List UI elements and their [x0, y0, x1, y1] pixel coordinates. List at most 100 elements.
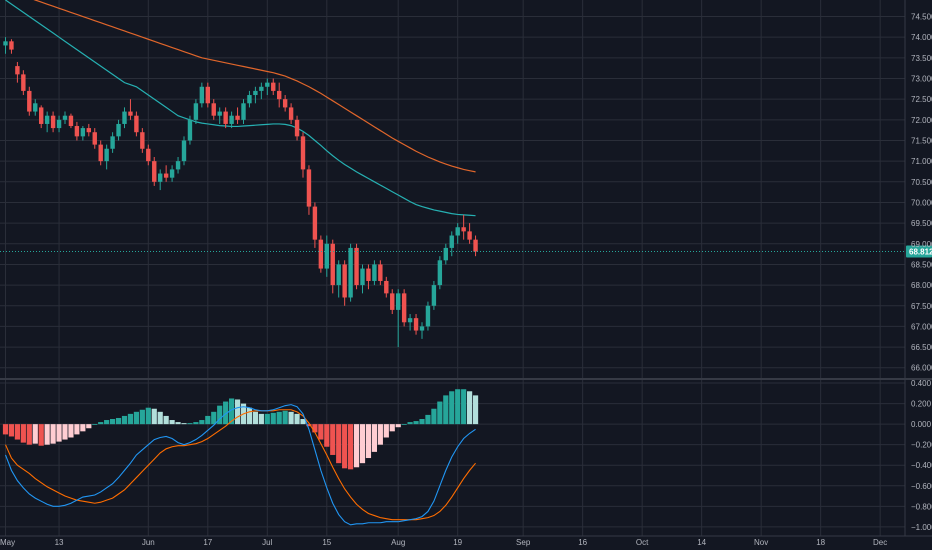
candle-body[interactable]: [181, 140, 187, 162]
candle[interactable]: [223, 107, 228, 129]
candle-body[interactable]: [152, 161, 157, 182]
macd-histogram-bar[interactable]: [371, 424, 377, 452]
macd-histogram-bar[interactable]: [115, 417, 122, 425]
candle-body[interactable]: [443, 247, 448, 261]
candle-body[interactable]: [288, 107, 294, 120]
macd-histogram-bar[interactable]: [264, 413, 270, 425]
candle[interactable]: [116, 119, 121, 141]
macd-histogram-bar[interactable]: [50, 424, 56, 444]
candle-body[interactable]: [187, 119, 193, 141]
candle-body[interactable]: [235, 115, 240, 120]
macd-histogram-bar[interactable]: [383, 424, 389, 438]
candle[interactable]: [384, 276, 389, 298]
macd-histogram-bar[interactable]: [330, 424, 336, 455]
macd-histogram-bar[interactable]: [270, 412, 276, 425]
candle[interactable]: [330, 239, 335, 294]
candle[interactable]: [443, 243, 448, 265]
macd-histogram-bar[interactable]: [365, 424, 372, 459]
candle[interactable]: [92, 128, 97, 149]
candle[interactable]: [348, 243, 353, 302]
candle[interactable]: [366, 264, 371, 290]
candle[interactable]: [401, 289, 407, 327]
macd-histogram-bar[interactable]: [413, 421, 419, 425]
macd-histogram-bar[interactable]: [407, 422, 413, 425]
candle[interactable]: [282, 95, 288, 112]
macd-histogram-bar[interactable]: [223, 401, 229, 425]
macd-histogram-bar[interactable]: [14, 424, 20, 440]
candle-body[interactable]: [384, 280, 389, 294]
macd-histogram-bar[interactable]: [68, 424, 74, 438]
macd-histogram-bar[interactable]: [56, 424, 62, 442]
candle[interactable]: [354, 243, 359, 290]
candle-body[interactable]: [211, 103, 216, 116]
price-candles[interactable]: [3, 37, 478, 348]
candle-body[interactable]: [378, 264, 383, 281]
macd-histogram-bar[interactable]: [377, 424, 383, 445]
candle[interactable]: [419, 322, 425, 339]
macd-histogram-bar[interactable]: [110, 419, 116, 425]
candle[interactable]: [9, 39, 14, 54]
macd-histogram-bar[interactable]: [336, 424, 342, 464]
candle-body[interactable]: [294, 119, 300, 137]
candle-body[interactable]: [390, 293, 395, 310]
candle-body[interactable]: [324, 243, 329, 269]
candle-body[interactable]: [348, 247, 353, 298]
macd-histogram-bar[interactable]: [181, 423, 187, 425]
candle-body[interactable]: [437, 260, 443, 286]
candle-body[interactable]: [163, 173, 169, 178]
macd-histogram-bar[interactable]: [62, 424, 68, 440]
candle-body[interactable]: [336, 264, 341, 286]
candle[interactable]: [175, 157, 181, 174]
candle[interactable]: [80, 126, 86, 141]
candle-body[interactable]: [92, 132, 97, 145]
macd-histogram-bar[interactable]: [342, 424, 348, 469]
macd-histogram-bar[interactable]: [234, 399, 241, 425]
candle-body[interactable]: [217, 111, 222, 116]
macd-histogram-bar[interactable]: [312, 424, 318, 433]
macd-histogram-bar[interactable]: [74, 424, 80, 435]
candle[interactable]: [235, 107, 240, 124]
macd-histogram-bar[interactable]: [193, 422, 199, 425]
candle[interactable]: [413, 314, 419, 335]
candle[interactable]: [431, 280, 437, 310]
candle-body[interactable]: [401, 293, 407, 323]
candle[interactable]: [259, 82, 264, 100]
macd-histogram-bar[interactable]: [401, 424, 407, 425]
candle[interactable]: [253, 86, 258, 104]
candle[interactable]: [360, 264, 365, 294]
macd-histogram-bar[interactable]: [139, 409, 145, 425]
candle[interactable]: [110, 132, 115, 153]
macd-histogram-bar[interactable]: [472, 395, 479, 425]
candle[interactable]: [169, 165, 175, 182]
macd-histogram-bar[interactable]: [92, 424, 98, 425]
candle[interactable]: [312, 202, 318, 248]
candle[interactable]: [390, 289, 395, 315]
candle[interactable]: [3, 37, 8, 54]
candle-body[interactable]: [3, 41, 8, 46]
candle[interactable]: [300, 132, 306, 178]
macd-histogram-bar[interactable]: [44, 424, 50, 445]
macd-histogram-bar[interactable]: [437, 401, 443, 425]
candle-body[interactable]: [449, 235, 454, 248]
candle-body[interactable]: [122, 111, 127, 124]
candle[interactable]: [229, 111, 234, 129]
macd-histogram-bar[interactable]: [300, 419, 306, 425]
macd-histogram-bar[interactable]: [127, 413, 134, 425]
candle-body[interactable]: [467, 231, 472, 240]
candle[interactable]: [140, 128, 145, 153]
candle-body[interactable]: [229, 115, 234, 124]
candle[interactable]: [62, 111, 68, 124]
candle[interactable]: [74, 121, 80, 141]
candle[interactable]: [467, 223, 472, 244]
macd-histogram-bar[interactable]: [229, 398, 235, 425]
candle-body[interactable]: [247, 95, 252, 104]
macd-histogram-bar[interactable]: [211, 411, 217, 425]
candle-body[interactable]: [116, 123, 121, 137]
candle-body[interactable]: [74, 126, 80, 137]
candle[interactable]: [455, 223, 460, 244]
candle[interactable]: [104, 144, 109, 170]
candle-body[interactable]: [259, 86, 264, 91]
macd-histogram-bar[interactable]: [246, 407, 253, 425]
candle-body[interactable]: [146, 148, 151, 162]
candle[interactable]: [288, 103, 294, 124]
